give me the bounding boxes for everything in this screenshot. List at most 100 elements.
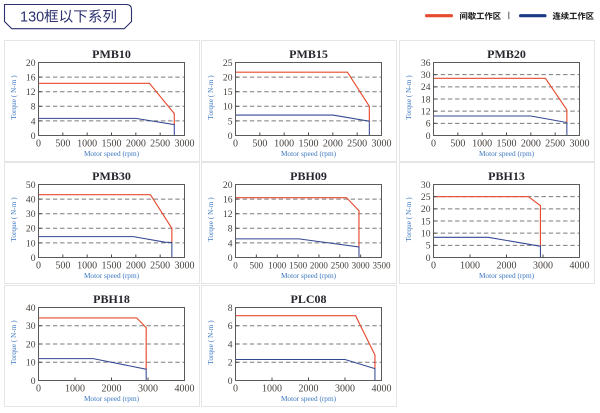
svg-text:20: 20: [26, 224, 36, 235]
svg-text:2000: 2000: [126, 139, 146, 150]
svg-text:15: 15: [421, 216, 431, 227]
svg-text:2500: 2500: [545, 139, 565, 150]
svg-text:1000: 1000: [77, 261, 97, 272]
svg-text:3000: 3000: [570, 139, 590, 150]
svg-text:36: 36: [421, 58, 431, 69]
svg-text:3000: 3000: [372, 139, 392, 150]
svg-text:PLC08: PLC08: [291, 291, 327, 305]
svg-text:0: 0: [431, 139, 436, 150]
svg-text:2500: 2500: [347, 139, 367, 150]
svg-text:0: 0: [233, 261, 238, 271]
svg-text:PMB10: PMB10: [92, 47, 131, 61]
svg-text:16: 16: [26, 73, 36, 84]
svg-text:20: 20: [421, 204, 431, 215]
svg-text:Torque ( N-m ): Torque ( N-m ): [404, 197, 413, 242]
svg-text:Motor speed (rpm): Motor speed (rpm): [479, 149, 535, 158]
svg-text:24: 24: [421, 82, 431, 93]
svg-text:2000: 2000: [497, 261, 517, 272]
svg-text:2000: 2000: [310, 261, 329, 271]
svg-text:0: 0: [31, 375, 36, 386]
svg-text:3000: 3000: [335, 383, 355, 394]
svg-text:PMB15: PMB15: [289, 47, 328, 61]
svg-text:3000: 3000: [533, 261, 553, 272]
svg-text:12: 12: [223, 209, 233, 220]
svg-text:2: 2: [228, 357, 233, 368]
svg-text:0: 0: [36, 383, 41, 394]
svg-text:10: 10: [421, 229, 431, 240]
svg-text:Torque ( N-m ): Torque ( N-m ): [206, 319, 215, 364]
svg-text:500: 500: [55, 139, 70, 150]
svg-text:Torque ( N-m ): Torque ( N-m ): [9, 197, 18, 242]
svg-text:Torque ( N-m ): Torque ( N-m ): [9, 75, 18, 120]
svg-text:PMB30: PMB30: [92, 169, 131, 183]
svg-text:20: 20: [26, 58, 36, 69]
svg-text:0: 0: [31, 131, 36, 142]
svg-text:40: 40: [26, 195, 36, 206]
svg-text:10: 10: [26, 357, 36, 368]
svg-text:40: 40: [26, 302, 36, 313]
svg-text:0: 0: [431, 261, 436, 272]
svg-text:1000: 1000: [274, 139, 294, 150]
svg-text:2500: 2500: [150, 139, 170, 150]
svg-text:8: 8: [228, 302, 233, 313]
svg-text:Motor speed (rpm): Motor speed (rpm): [281, 149, 337, 158]
svg-text:PBH13: PBH13: [488, 169, 525, 183]
svg-text:500: 500: [450, 139, 465, 150]
svg-text:0: 0: [228, 253, 233, 264]
svg-text:0: 0: [426, 131, 431, 142]
svg-text:4: 4: [228, 238, 233, 249]
svg-text:3000: 3000: [175, 261, 195, 272]
svg-text:0: 0: [31, 253, 36, 264]
svg-text:4: 4: [228, 339, 233, 350]
svg-text:12: 12: [421, 107, 431, 118]
svg-text:20: 20: [223, 73, 233, 84]
svg-text:PBH18: PBH18: [93, 291, 130, 305]
svg-text:4: 4: [31, 116, 36, 127]
svg-text:2500: 2500: [331, 261, 350, 271]
svg-text:6: 6: [426, 119, 431, 130]
svg-text:4000: 4000: [570, 261, 590, 272]
svg-text:8: 8: [228, 224, 233, 235]
svg-text:25: 25: [223, 58, 233, 69]
svg-text:Motor speed (rpm): Motor speed (rpm): [479, 271, 535, 280]
svg-text:4000: 4000: [175, 383, 195, 394]
svg-text:30: 30: [26, 209, 36, 220]
svg-text:18: 18: [421, 94, 431, 105]
svg-text:1000: 1000: [262, 383, 282, 394]
svg-text:2000: 2000: [299, 383, 319, 394]
svg-text:130: 130: [20, 10, 44, 26]
svg-text:2000: 2000: [521, 139, 541, 150]
svg-text:0: 0: [233, 383, 238, 394]
svg-text:30: 30: [421, 70, 431, 81]
svg-text:500: 500: [55, 261, 70, 272]
svg-text:5: 5: [228, 116, 233, 127]
svg-text:2500: 2500: [150, 261, 170, 272]
svg-text:Motor speed (rpm): Motor speed (rpm): [281, 394, 337, 403]
svg-text:1500: 1500: [289, 261, 308, 271]
svg-text:3000: 3000: [138, 383, 158, 394]
svg-text:0: 0: [36, 139, 41, 150]
svg-text:Torque ( N-m ): Torque ( N-m ): [206, 75, 215, 120]
svg-text:2000: 2000: [102, 383, 122, 394]
svg-text:3000: 3000: [352, 261, 371, 271]
svg-text:12: 12: [26, 87, 36, 98]
svg-text:8: 8: [31, 102, 36, 113]
svg-text:Torque ( N-m ): Torque ( N-m ): [206, 197, 215, 242]
svg-text:Motor speed (rpm): Motor speed (rpm): [84, 394, 140, 403]
svg-text:1500: 1500: [497, 139, 517, 150]
svg-text:0: 0: [233, 139, 238, 150]
svg-text:3500: 3500: [373, 261, 392, 271]
svg-text:30: 30: [421, 180, 431, 191]
svg-text:0: 0: [36, 261, 41, 272]
svg-text:PMB20: PMB20: [487, 47, 526, 61]
svg-text:1500: 1500: [299, 139, 319, 150]
svg-text:16: 16: [223, 195, 233, 206]
svg-text:25: 25: [421, 192, 431, 203]
svg-text:30: 30: [26, 321, 36, 332]
svg-text:1000: 1000: [65, 383, 85, 394]
svg-text:500: 500: [252, 139, 267, 150]
svg-text:Torque ( N-m ): Torque ( N-m ): [9, 319, 18, 364]
svg-text:0: 0: [228, 131, 233, 142]
svg-text:Motor speed (rpm): Motor speed (rpm): [281, 271, 337, 280]
svg-text:3000: 3000: [175, 139, 195, 150]
